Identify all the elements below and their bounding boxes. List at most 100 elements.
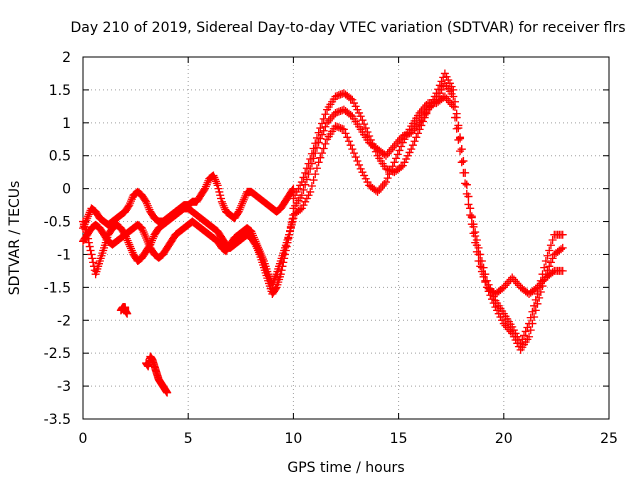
data-point [501,321,510,330]
data-point [407,145,416,154]
data-point [535,293,544,302]
data-point [122,234,131,243]
data-point [538,277,547,286]
y-tick-label: -1.5 [44,280,71,296]
data-point [533,283,542,292]
data-point [86,246,95,255]
data-point [388,143,397,152]
data-point [378,182,387,191]
data-point [312,143,321,152]
data-point [353,156,362,165]
data-point [84,210,93,219]
data-point [351,153,360,162]
data-point [318,149,327,158]
data-point [410,137,419,146]
data-point [326,114,335,123]
data-point [479,272,488,281]
data-point [422,101,431,110]
data-point [356,112,365,121]
data-point [506,327,515,336]
data-point [125,201,134,210]
data-point [457,145,466,154]
data-point [503,323,512,332]
data-point [238,199,247,208]
data-point [381,164,390,173]
data-point [334,91,343,100]
data-point [276,270,285,279]
data-point [440,92,449,101]
data-point [331,122,340,131]
data-point [321,139,330,148]
x-tick-label: 15 [390,431,408,447]
data-point [392,154,401,163]
data-point [306,164,315,173]
data-point [312,133,321,142]
data-point [142,197,151,206]
data-point [307,182,316,191]
data-point [279,258,288,267]
data-point [89,258,98,267]
data-point [558,266,567,275]
data-point [525,332,534,341]
data-point [127,195,136,204]
data-point [376,183,385,192]
data-point [444,96,453,105]
data-point [138,226,147,235]
data-point [469,229,478,238]
data-point [408,126,417,135]
data-point [201,182,210,191]
data-point [163,388,172,397]
data-point [390,158,399,167]
data-point [387,166,396,175]
data-point [546,241,555,250]
data-point [346,141,355,150]
data-point [212,179,221,188]
data-point [476,262,485,271]
data-point [237,201,246,210]
y-tick-label: 0.5 [49,149,71,165]
data-point [462,189,471,198]
data-point [85,242,94,251]
data-point [541,257,550,266]
data-point [143,201,152,210]
data-point [148,236,157,245]
data-point [499,319,508,328]
data-point [282,242,291,251]
data-point [311,149,320,158]
data-point [548,268,557,277]
data-point [365,131,374,140]
data-point [459,156,468,165]
data-point [385,147,394,156]
data-point [415,125,424,134]
data-point [387,145,396,154]
data-point [338,89,347,98]
data-point [209,171,218,180]
data-point [521,327,530,336]
data-point [319,114,328,123]
data-point [393,150,402,159]
data-point [501,281,510,290]
data-point [434,85,443,94]
data-point [558,230,567,239]
data-point [142,199,151,208]
data-point [331,92,340,101]
data-point [240,193,249,202]
data-point [139,228,148,237]
data-point [251,240,260,249]
data-point [148,234,157,243]
data-point [302,175,311,184]
data-point [363,128,372,137]
data-point [142,234,151,242]
data-point [558,243,567,252]
data-point [388,162,397,171]
data-point [454,135,463,144]
data-point [393,137,402,146]
data-point [316,134,325,143]
data-point [141,232,150,241]
data-point [449,92,458,101]
data-point [509,275,518,284]
data-point [218,199,227,208]
data-point [548,235,557,244]
data-point [278,262,287,271]
data-point [219,201,228,210]
